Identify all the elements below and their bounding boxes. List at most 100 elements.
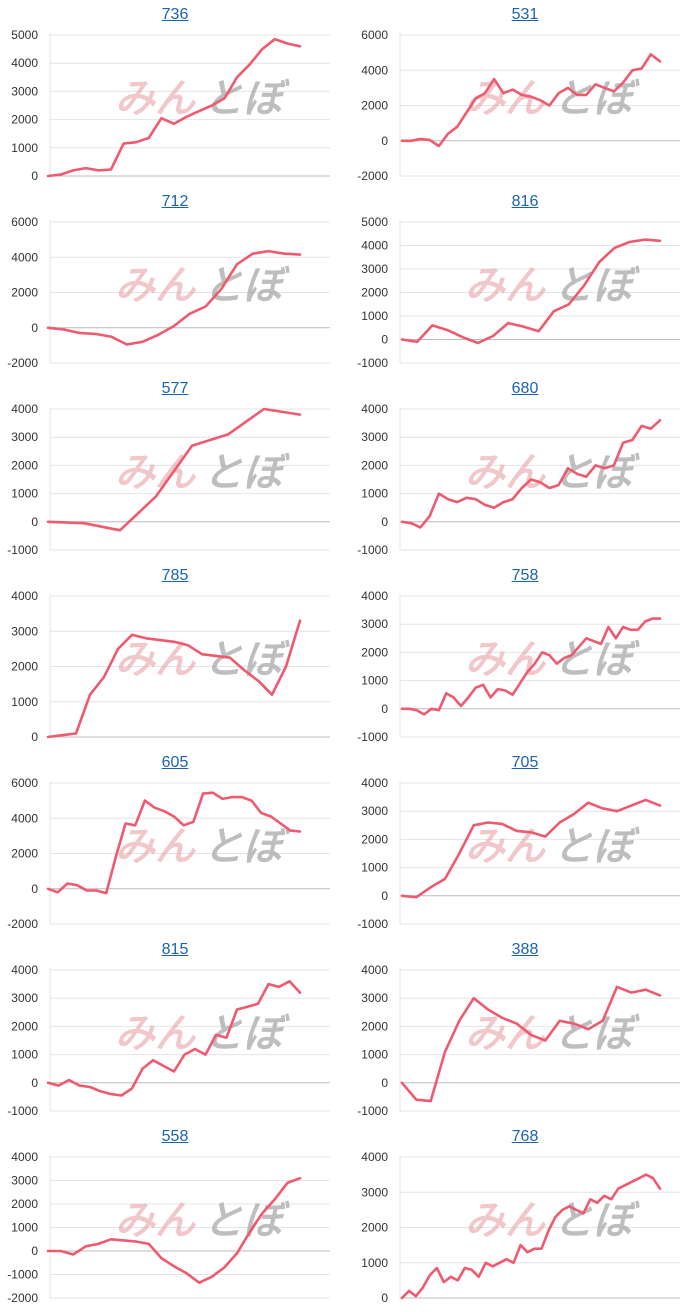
chart-title-link[interactable]: 736 — [161, 6, 189, 23]
y-tick-label: 2000 — [361, 1019, 388, 1033]
y-tick-label: 0 — [381, 333, 388, 347]
y-tick-label: 3000 — [361, 617, 388, 631]
y-tick-label: -1000 — [357, 543, 388, 557]
y-tick-label: 3000 — [361, 430, 388, 444]
chart-panel: -2000 -1000 0 1000 2000 3000 4000 みん とぼ 558 — [0, 1122, 350, 1309]
y-tick-label: 2000 — [361, 458, 388, 472]
chart-plot: -2000 -1000 0 1000 2000 3000 4000 みん とぼ — [7, 1150, 330, 1305]
watermark: みん とぼ — [465, 1011, 640, 1057]
chart-title-link[interactable]: 680 — [511, 380, 539, 397]
chart-plot: -2000 0 2000 4000 6000 みん とぼ — [7, 776, 330, 931]
chart-plot: 0 1000 2000 3000 4000 みん とぼ — [11, 589, 330, 744]
y-tick-label: 4000 — [11, 56, 38, 70]
series-line — [46, 791, 302, 895]
series-line — [400, 985, 662, 1103]
y-tick-label: 2000 — [11, 113, 38, 127]
chart-title-link[interactable]: 705 — [511, 754, 539, 771]
y-tick-label: 1000 — [11, 1221, 38, 1235]
y-tick-label: 1000 — [11, 695, 38, 709]
y-tick-label: 0 — [381, 1291, 388, 1305]
chart-plot: 0 1000 2000 3000 4000 5000 みん とぼ — [11, 28, 330, 183]
chart-title-link[interactable]: 712 — [161, 193, 189, 210]
chart-title-link[interactable]: 558 — [161, 1128, 189, 1145]
chart-plot: -2000 0 2000 4000 6000 みん とぼ — [7, 215, 330, 370]
series-line — [46, 249, 302, 346]
y-tick-label: -2000 — [7, 1291, 38, 1305]
chart-panel: -1000 0 1000 2000 3000 4000 みん とぼ 815 — [0, 935, 350, 1122]
y-tick-label: -2000 — [357, 169, 388, 183]
series-line — [46, 979, 302, 1097]
y-tick-label: 2000 — [11, 660, 38, 674]
y-tick-label: 0 — [381, 515, 388, 529]
y-tick-label: 0 — [31, 730, 38, 744]
y-tick-label: 2000 — [11, 847, 38, 861]
y-tick-label: 0 — [31, 515, 38, 529]
y-tick-label: 1000 — [361, 309, 388, 323]
watermark: みん とぼ — [465, 263, 640, 309]
y-tick-label: 2000 — [361, 1221, 388, 1235]
watermark: みん とぼ — [115, 76, 290, 122]
y-tick-label: 4000 — [11, 250, 38, 264]
y-tick-label: -1000 — [357, 356, 388, 370]
y-tick-label: 0 — [31, 882, 38, 896]
y-tick-label: -1000 — [7, 1104, 38, 1118]
chart-panel: -1000 0 1000 2000 3000 4000 みん とぼ 680 — [350, 374, 700, 561]
chart-title-link[interactable]: 577 — [161, 380, 189, 397]
chart-title-link[interactable]: 531 — [511, 6, 539, 23]
y-tick-label: 2000 — [11, 286, 38, 300]
y-tick-label: 0 — [381, 134, 388, 148]
chart-title-link[interactable]: 388 — [511, 941, 539, 958]
y-tick-label: -1000 — [357, 917, 388, 931]
y-tick-label: 3000 — [11, 430, 38, 444]
series-line — [400, 53, 662, 148]
y-tick-label: 0 — [31, 321, 38, 335]
y-tick-label: 3000 — [361, 1185, 388, 1199]
y-tick-label: 1000 — [11, 1048, 38, 1062]
y-tick-label: 6000 — [11, 776, 38, 790]
watermark: みん とぼ — [115, 450, 290, 496]
y-tick-label: 6000 — [361, 28, 388, 42]
chart-panel: -1000 0 1000 2000 3000 4000 みん とぼ 705 — [350, 748, 700, 935]
y-tick-label: 4000 — [361, 239, 388, 253]
chart-title-link[interactable]: 768 — [511, 1128, 539, 1145]
y-tick-label: 2000 — [361, 645, 388, 659]
watermark: みん とぼ — [115, 1198, 290, 1244]
chart-title-link[interactable]: 758 — [511, 567, 539, 584]
chart-title-link[interactable]: 605 — [161, 754, 189, 771]
y-tick-label: -1000 — [357, 1104, 388, 1118]
y-tick-label: 0 — [31, 1076, 38, 1090]
chart-title-link[interactable]: 815 — [161, 941, 189, 958]
chart-panel: 0 1000 2000 3000 4000 みん とぼ 785 — [0, 561, 350, 748]
chart-panel: 0 1000 2000 3000 4000 みん とぼ 768 — [350, 1122, 700, 1309]
y-tick-label: 5000 — [361, 215, 388, 229]
chart-panel: -1000 0 1000 2000 3000 4000 みん とぼ 388 — [350, 935, 700, 1122]
y-tick-label: 3000 — [11, 1174, 38, 1188]
y-tick-label: 4000 — [11, 589, 38, 603]
y-tick-label: 4000 — [361, 63, 388, 77]
y-tick-label: 3000 — [11, 624, 38, 638]
y-tick-label: 4000 — [361, 1150, 388, 1164]
y-tick-label: 4000 — [361, 589, 388, 603]
watermark: みん とぼ — [465, 1198, 640, 1244]
series-line — [400, 617, 662, 716]
series-line — [46, 407, 302, 532]
y-tick-label: 4000 — [11, 811, 38, 825]
y-tick-label: -1000 — [7, 543, 38, 557]
chart-title-link[interactable]: 816 — [511, 193, 539, 210]
chart-plot: -2000 0 2000 4000 6000 みん とぼ — [357, 28, 680, 183]
y-tick-label: 1000 — [361, 487, 388, 501]
y-tick-label: -2000 — [7, 917, 38, 931]
chart-title-link[interactable]: 785 — [161, 567, 189, 584]
y-tick-label: 1000 — [361, 861, 388, 875]
y-tick-label: 2000 — [11, 1197, 38, 1211]
y-tick-label: 1000 — [361, 1256, 388, 1270]
watermark: みん とぼ — [115, 824, 290, 870]
y-tick-label: 1000 — [361, 674, 388, 688]
series-line — [400, 238, 662, 345]
